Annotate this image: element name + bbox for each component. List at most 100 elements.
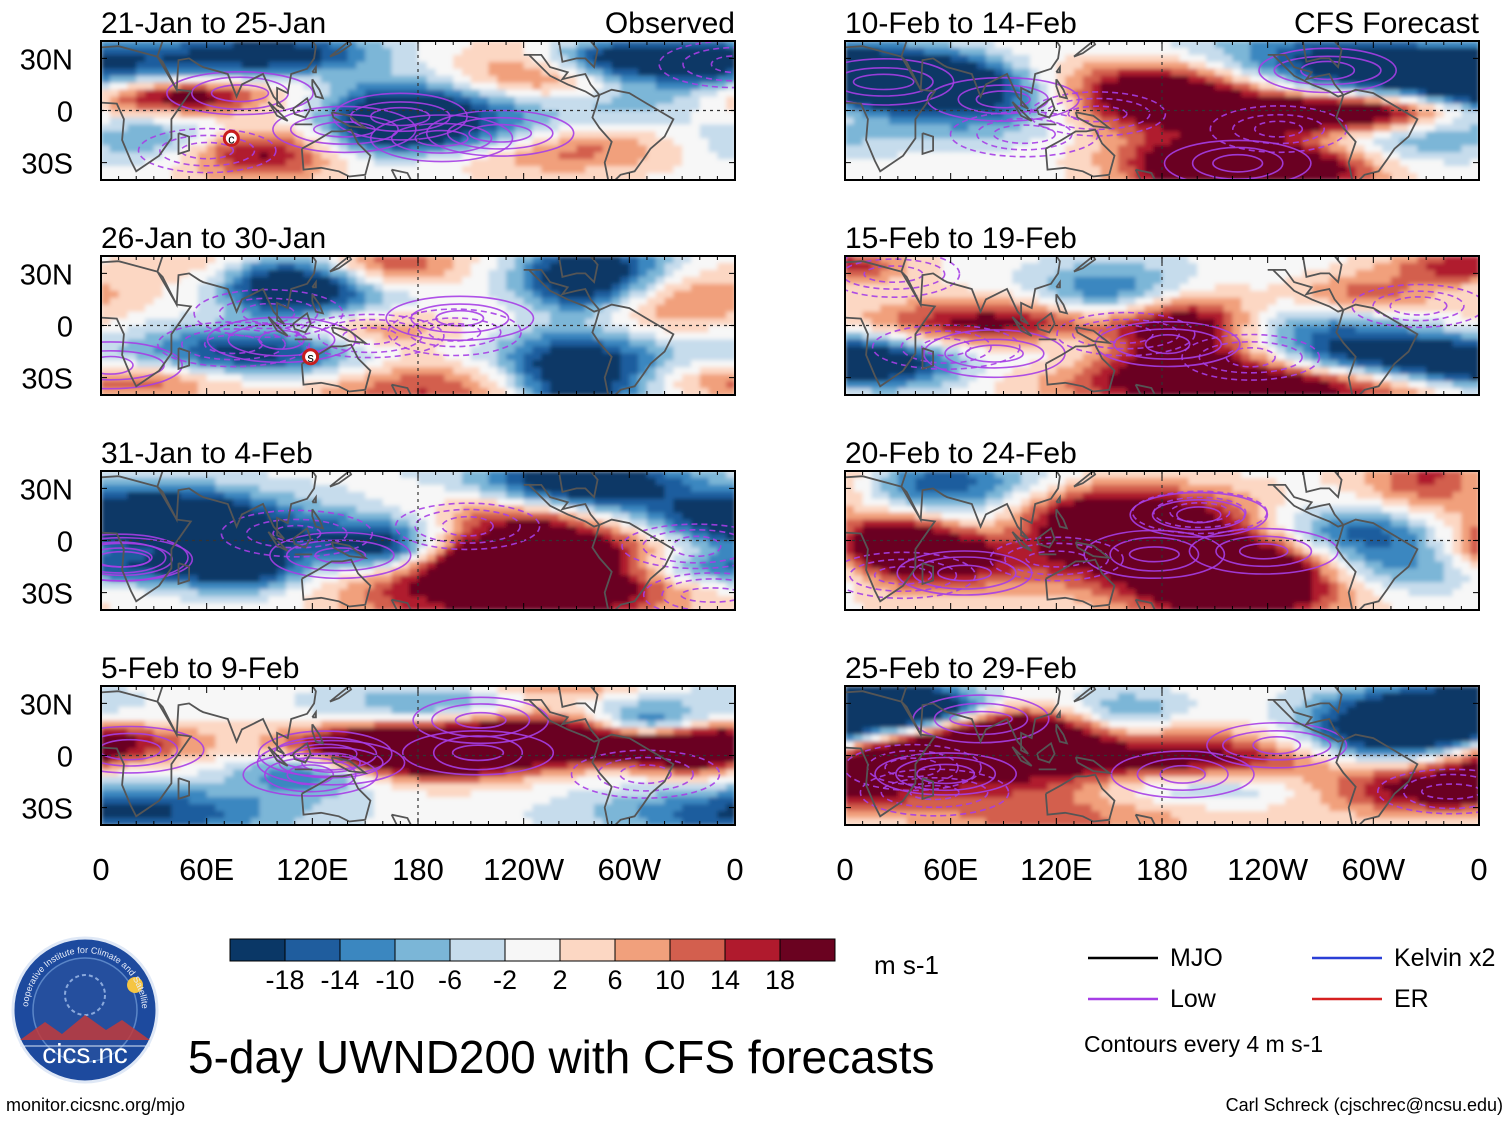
x-tick-label: 180 (1136, 852, 1188, 887)
colorbar-units: m s-1 (874, 950, 939, 980)
x-tick-label: 120E (276, 852, 348, 887)
uwnd-shading (101, 256, 735, 395)
panel-8: 25-Feb to 29-Feb (844, 652, 1480, 826)
y-tick-label: 30S (21, 364, 73, 396)
colorbar-label: -18 (265, 965, 304, 995)
coastlines (845, 256, 1419, 395)
storm-marker: c (222, 129, 240, 147)
colorbar-swatch (449, 938, 506, 962)
coastlines (101, 686, 675, 825)
panel-6: 15-Feb to 19-Feb (844, 222, 1480, 396)
panel-7: 20-Feb to 24-Feb (844, 437, 1480, 611)
colorbar-label: 2 (552, 965, 567, 995)
legend-entry: Kelvin x2 (1312, 944, 1495, 972)
x-axis-left: 0 60E 120E 180 120W 60W 0 (92, 852, 743, 887)
logo-text: cics.nc (42, 1038, 128, 1069)
coastlines (101, 256, 675, 395)
panel-5: 10-Feb to 14-Feb CFS Forecast (844, 7, 1480, 181)
coastlines (845, 686, 1419, 825)
author-credit: Carl Schreck (cjschrec@ncsu.edu) (1226, 1095, 1503, 1115)
y-tick-label: 30S (21, 149, 73, 181)
panel-period: 15-Feb to 19-Feb (845, 222, 1077, 255)
low-contours (845, 47, 1397, 180)
panel-period: 21-Jan to 25-Jan (101, 7, 326, 40)
x-tick-label: 60W (597, 852, 661, 887)
colorbar-label: 14 (710, 965, 740, 995)
y-tick-label: 30N (20, 259, 73, 291)
legend-entry: MJO (1088, 944, 1223, 972)
low-contours (845, 490, 1339, 600)
legend-entry: ER (1312, 985, 1429, 1013)
figure-title: 5-day UWND200 with CFS forecasts (188, 1031, 934, 1083)
legend-label: MJO (1170, 944, 1223, 972)
colorbar-label: -10 (375, 965, 414, 995)
y-tick-label: 0 (57, 527, 73, 559)
contour-note: Contours every 4 m s-1 (1084, 1031, 1323, 1057)
colorbar-label: -2 (493, 965, 517, 995)
y-tick-label: 30N (20, 474, 73, 506)
storm-marker: s (302, 348, 320, 366)
colorbar-swatch (614, 938, 671, 962)
panel-1: c 30N 0 30S 21-Jan to 25-Jan Observed (20, 7, 736, 181)
y-tick-label: 30S (21, 579, 73, 611)
x-tick-label: 0 (836, 852, 853, 887)
source-url[interactable]: monitor.cicsnc.org/mjo (6, 1095, 185, 1115)
panel-source: Observed (605, 7, 735, 40)
legend: MJO Kelvin x2 Low ER (1088, 944, 1495, 1013)
y-tick-label: 30N (20, 44, 73, 76)
y-tick-label: 30N (20, 689, 73, 721)
legend-label: ER (1394, 985, 1429, 1013)
x-tick-label: 60E (179, 852, 234, 887)
colorbar-swatch (339, 938, 396, 962)
colorbar-swatch (559, 938, 616, 962)
low-contours (101, 288, 535, 390)
colorbar-label: 6 (607, 965, 622, 995)
x-tick-label: 0 (92, 852, 109, 887)
panel-3: 30N 0 30S 31-Jan to 4-Feb (20, 437, 736, 611)
panel-2: s 30N 0 30S 26-Jan to 30-Jan (20, 222, 736, 396)
colorbar-label: 10 (655, 965, 685, 995)
legend-label: Low (1170, 985, 1217, 1013)
x-tick-label: 120W (1227, 852, 1309, 887)
panel-source: CFS Forecast (1294, 7, 1480, 40)
panel-4: 30N 0 30S 5-Feb to 9-Feb (20, 652, 736, 826)
panel-period: 5-Feb to 9-Feb (101, 652, 299, 685)
x-tick-label: 180 (392, 852, 444, 887)
legend-entry: Low (1088, 985, 1217, 1013)
colorbar-label: -14 (320, 965, 359, 995)
y-tick-label: 0 (57, 97, 73, 129)
uwnd-shading (101, 471, 735, 610)
panel-period: 26-Jan to 30-Jan (101, 222, 326, 255)
colorbar-swatch (779, 938, 836, 962)
coastlines (101, 41, 675, 180)
x-tick-label: 120E (1020, 852, 1092, 887)
colorbar-swatch (724, 938, 781, 962)
x-tick-label: 0 (726, 852, 743, 887)
x-tick-label: 60W (1341, 852, 1405, 887)
colorbar-label: 18 (765, 965, 795, 995)
y-tick-label: 30S (21, 794, 73, 826)
colorbar-swatch (504, 938, 561, 962)
colorbar: -18 -14 -10 -6 -2 2 6 10 14 18 (229, 938, 836, 995)
y-tick-label: 0 (57, 312, 73, 344)
colorbar-swatch (284, 938, 341, 962)
low-contours (101, 696, 721, 799)
uwnd-shading (845, 41, 1479, 180)
panel-period: 31-Jan to 4-Feb (101, 437, 313, 470)
x-tick-label: 0 (1470, 852, 1487, 887)
storm-label: s (307, 350, 314, 365)
coastlines (845, 471, 1419, 610)
colorbar-swatch (394, 938, 451, 962)
low-contours (845, 256, 1479, 381)
storm-label: c (228, 131, 235, 146)
coastlines (101, 471, 675, 610)
panel-period: 20-Feb to 24-Feb (845, 437, 1077, 470)
x-tick-label: 60E (923, 852, 978, 887)
low-contours (101, 502, 735, 610)
colorbar-swatch (229, 938, 286, 962)
coastlines (845, 41, 1419, 180)
y-tick-label: 0 (57, 742, 73, 774)
x-axis-right: 0 60E 120E 180 120W 60W 0 (836, 852, 1487, 887)
colorbar-swatch (669, 938, 726, 962)
